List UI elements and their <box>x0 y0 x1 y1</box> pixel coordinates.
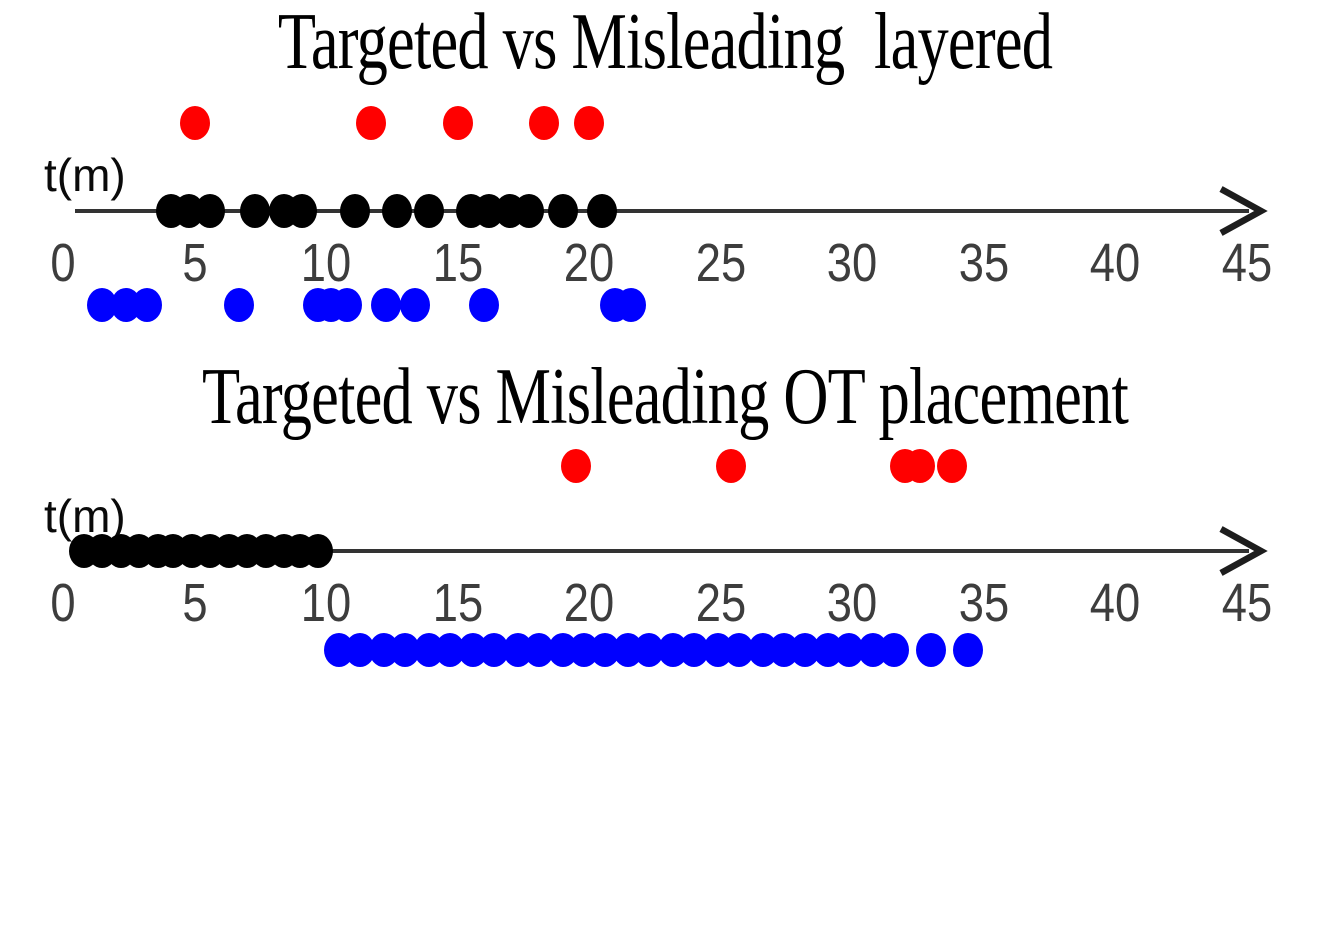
data-dot-below <box>400 288 431 322</box>
data-dot-below <box>915 633 946 667</box>
data-dot-on-axis <box>413 194 444 228</box>
tick-label: 20 <box>563 233 615 293</box>
data-dot-above <box>442 106 473 140</box>
legend: Infected critical actuator Infected non-… <box>0 690 1330 938</box>
tick-label: 35 <box>958 573 1009 633</box>
chart-title: Targeted vs Misleading layered <box>277 0 1053 86</box>
data-dot-below <box>132 288 163 322</box>
tick-label: 20 <box>563 573 615 633</box>
data-dot-on-axis <box>382 194 412 228</box>
data-dot-on-axis <box>339 194 370 228</box>
tick-label: 15 <box>432 233 483 293</box>
axis-arrow-icon <box>1219 186 1268 236</box>
tick-label: 45 <box>1221 233 1272 293</box>
data-dot-above <box>574 106 604 140</box>
data-dot-below <box>468 288 499 322</box>
data-dot-below <box>616 288 647 322</box>
tick-label: 5 <box>181 233 208 293</box>
chart-layered: Targeted vs Misleading layered t(m) 0 5 10… <box>0 0 1330 345</box>
data-dot-below <box>224 288 255 322</box>
tick-label: 10 <box>300 573 352 633</box>
data-dot-above <box>936 449 967 483</box>
data-dot-below <box>952 633 983 667</box>
data-dot-above <box>355 106 386 140</box>
tick-label: 45 <box>1221 573 1272 633</box>
tick-label: 30 <box>826 573 878 633</box>
data-dot-on-axis <box>547 194 578 228</box>
data-dot-above <box>905 449 936 483</box>
axis-unit-label: t(m) <box>44 490 126 542</box>
data-dot-below <box>371 288 402 322</box>
axis-arrow-icon <box>1219 526 1268 576</box>
tick-label: 30 <box>826 233 878 293</box>
tick-label: 25 <box>695 573 746 633</box>
chart-title: Targeted vs Misleading OT placement <box>201 353 1129 441</box>
data-dot-above <box>560 449 591 483</box>
tick-label: 10 <box>300 233 352 293</box>
data-dot-above <box>179 106 210 140</box>
tick-label: 0 <box>50 233 76 293</box>
data-dot-above <box>716 449 747 483</box>
data-dot-on-axis <box>239 194 270 228</box>
data-dot-below <box>879 633 910 667</box>
tick-label: 40 <box>1089 573 1141 633</box>
data-dot-on-axis <box>587 194 618 228</box>
data-dot-on-axis <box>513 194 544 228</box>
data-dot-on-axis <box>303 534 334 568</box>
data-dot-above <box>529 106 560 140</box>
data-dot-on-axis <box>287 194 318 228</box>
chart-ot-placement: Targeted vs Misleading OT placement t(m)… <box>0 345 1330 690</box>
tick-label: 35 <box>958 233 1009 293</box>
tick-label: 15 <box>432 573 483 633</box>
tick-label: 0 <box>50 573 76 633</box>
tick-label: 5 <box>181 573 208 633</box>
tick-label: 40 <box>1089 233 1141 293</box>
axis-unit-label: t(m) <box>44 149 126 201</box>
data-dot-below <box>332 288 363 322</box>
data-dot-on-axis <box>195 194 226 228</box>
tick-label: 25 <box>695 233 746 293</box>
